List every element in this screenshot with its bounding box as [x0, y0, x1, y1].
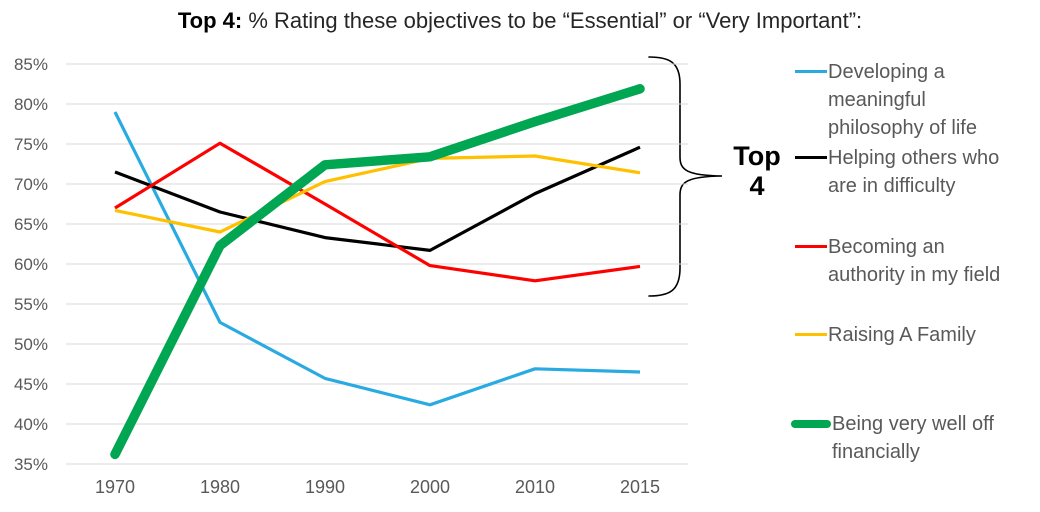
y-axis-tick-label: 70% [14, 175, 48, 194]
series-line-4 [110, 84, 645, 460]
legend-swatch-blue [795, 70, 827, 74]
y-axis-tick-label: 50% [14, 335, 48, 354]
x-axis-tick-label: 2010 [515, 477, 555, 497]
x-axis-tick-label: 2015 [620, 477, 660, 497]
x-axis-tick-label: 1980 [200, 477, 240, 497]
x-axis-tick-label: 1970 [95, 477, 135, 497]
top4-annotation: Top 4 [724, 141, 790, 201]
series-line-1 [114, 145, 641, 252]
legend-label: Raising A Family [828, 324, 976, 346]
legend-swatch-green [791, 420, 831, 428]
chart-title-prefix: Top 4: [177, 8, 243, 33]
legend-label: Becoming an authority in my field [828, 236, 1001, 286]
legend-item-developing-philosophy: Developing a meaningful philosophy of li… [795, 58, 1020, 142]
y-axis-tick-label: 65% [14, 215, 48, 234]
y-axis-tick-label: 40% [14, 415, 48, 434]
y-axis-tick-label: 55% [14, 295, 48, 314]
legend-label: Being very well off financially [832, 413, 994, 463]
legend-swatch-black [795, 156, 827, 160]
legend-item-helping-others: Helping others who are in difficulty [795, 144, 1020, 200]
x-axis-tick-label: 1990 [305, 477, 345, 497]
top4-annotation-line2: 4 [749, 171, 765, 201]
legend-label: Helping others who are in difficulty [828, 147, 1000, 197]
y-axis-tick-label: 75% [14, 135, 48, 154]
y-axis-tick-label: 60% [14, 255, 48, 274]
series-line-0 [113, 111, 641, 407]
legend-swatch-red [795, 245, 827, 249]
legend-item-authority: Becoming an authority in my field [795, 233, 1020, 289]
x-axis-tick-label: 2000 [410, 477, 450, 497]
brace [648, 56, 723, 297]
legend-label: Developing a meaningful philosophy of li… [828, 61, 977, 139]
legend-item-raising-family: Raising A Family [795, 321, 1020, 349]
chart-title-text: % Rating these objectives to be “Essenti… [242, 8, 863, 33]
top4-annotation-line1: Top [733, 141, 781, 171]
chart-title: Top 4: % Rating these objectives to be “… [0, 8, 1040, 34]
y-axis-tick-label: 85% [14, 55, 48, 74]
y-axis-tick-label: 35% [14, 455, 48, 474]
series-line-2 [114, 141, 641, 283]
legend-item-well-off-financially: Being very well off financially [791, 410, 1024, 466]
y-axis-tick-label: 45% [14, 375, 48, 394]
legend-swatch-yellow [795, 333, 827, 337]
series-line-3 [114, 154, 641, 234]
y-axis-tick-label: 80% [14, 95, 48, 114]
